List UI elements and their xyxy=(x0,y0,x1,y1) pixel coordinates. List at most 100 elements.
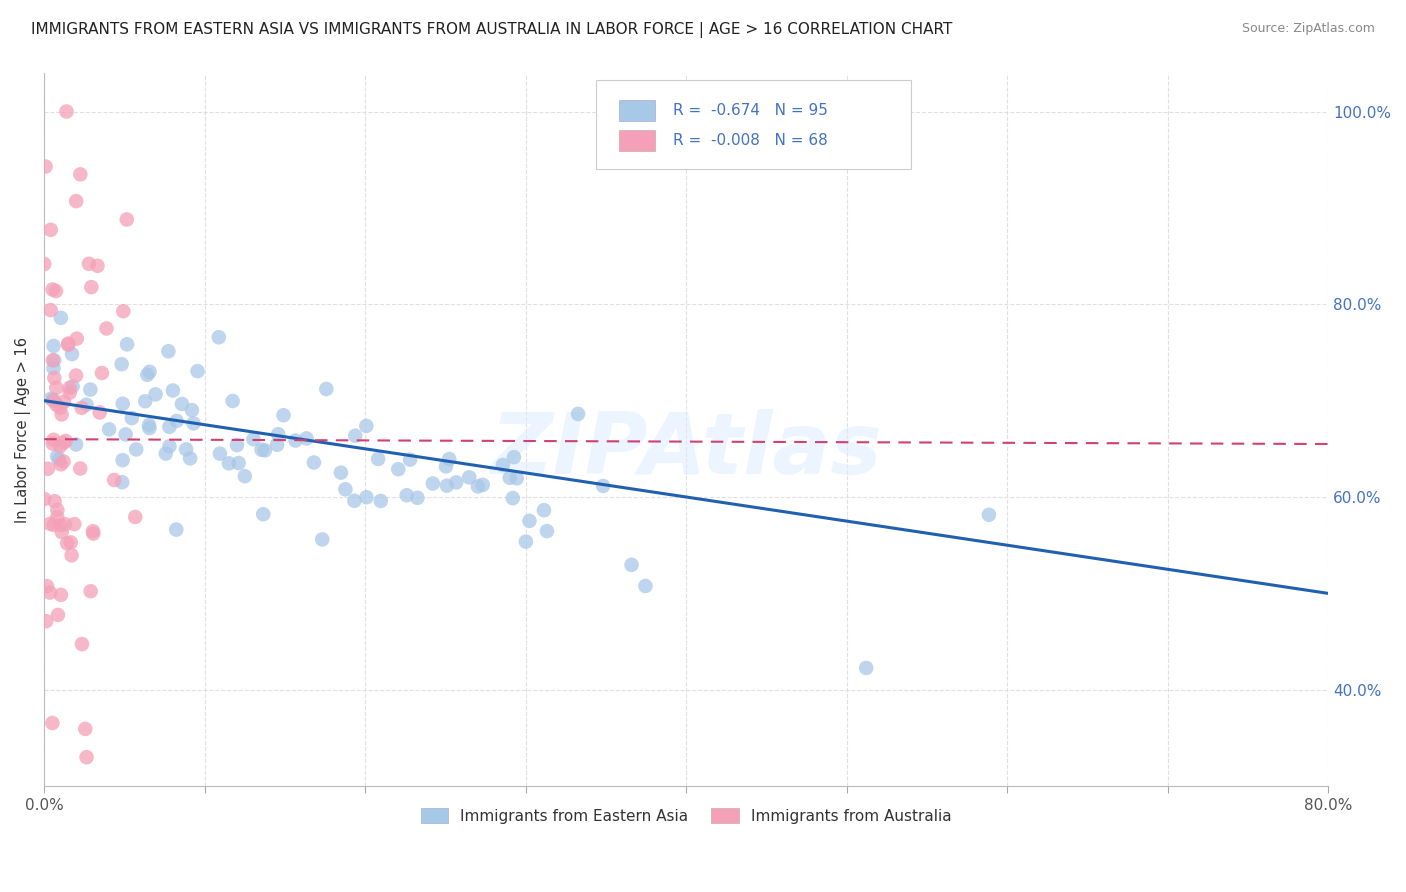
Point xyxy=(34,160,56,174)
Point xyxy=(62,379,84,393)
Point xyxy=(59,385,82,400)
Point xyxy=(218,456,240,470)
Point xyxy=(44,494,66,508)
Point xyxy=(434,459,457,474)
Point xyxy=(233,469,256,483)
Point xyxy=(48,453,70,467)
Point xyxy=(34,491,56,506)
Y-axis label: In Labor Force | Age > 16: In Labor Force | Age > 16 xyxy=(15,336,31,523)
Point xyxy=(266,438,288,452)
Point xyxy=(42,433,65,447)
Point xyxy=(65,368,87,383)
Point xyxy=(32,257,55,271)
Point xyxy=(49,458,72,472)
Text: IMMIGRANTS FROM EASTERN ASIA VS IMMIGRANTS FROM AUSTRALIA IN LABOR FORCE | AGE >: IMMIGRANTS FROM EASTERN ASIA VS IMMIGRAN… xyxy=(31,22,952,38)
Point xyxy=(96,321,118,335)
Point xyxy=(75,398,97,412)
Point xyxy=(45,381,67,395)
Point xyxy=(444,475,467,490)
Point xyxy=(242,432,264,446)
Point xyxy=(111,453,134,467)
Point xyxy=(157,420,180,434)
Text: ZIPAtlas: ZIPAtlas xyxy=(491,409,882,492)
Point xyxy=(370,494,392,508)
Point xyxy=(166,414,188,428)
Point xyxy=(58,381,80,395)
Point xyxy=(157,344,180,359)
FancyBboxPatch shape xyxy=(620,130,655,152)
Point xyxy=(65,437,87,451)
Legend: Immigrants from Eastern Asia, Immigrants from Australia: Immigrants from Eastern Asia, Immigrants… xyxy=(415,802,957,830)
Point xyxy=(180,403,202,417)
Point xyxy=(519,514,541,528)
Point xyxy=(634,579,657,593)
Point xyxy=(183,417,205,431)
Point xyxy=(46,503,69,517)
Point xyxy=(42,361,65,376)
Point xyxy=(69,461,91,475)
Point xyxy=(114,427,136,442)
Point xyxy=(35,579,58,593)
Point xyxy=(436,478,458,492)
Point xyxy=(42,339,65,353)
Point xyxy=(208,447,231,461)
Point xyxy=(38,585,60,599)
Point xyxy=(45,284,67,298)
Point xyxy=(41,436,63,450)
Point xyxy=(406,491,429,505)
Point xyxy=(367,452,389,467)
Point xyxy=(91,366,114,380)
Point xyxy=(335,483,357,497)
Point xyxy=(49,439,72,453)
Point xyxy=(41,716,63,731)
Point xyxy=(228,456,250,470)
Point xyxy=(124,510,146,524)
Point xyxy=(79,584,101,599)
Point xyxy=(42,353,65,368)
Point xyxy=(162,384,184,398)
Point xyxy=(506,471,529,485)
Point xyxy=(44,353,66,368)
Point xyxy=(179,451,201,466)
Point xyxy=(458,470,481,484)
Point xyxy=(49,588,72,602)
Point xyxy=(467,479,489,493)
Point xyxy=(82,524,104,539)
Point xyxy=(111,357,134,371)
Point xyxy=(138,418,160,433)
Point xyxy=(79,383,101,397)
Point xyxy=(399,452,422,467)
Point xyxy=(356,419,378,434)
Text: R =  -0.674   N = 95: R = -0.674 N = 95 xyxy=(673,103,828,119)
Point xyxy=(252,507,274,521)
Point xyxy=(145,387,167,401)
Point xyxy=(46,450,69,464)
Point xyxy=(208,330,231,344)
Point xyxy=(41,283,63,297)
Point xyxy=(471,478,494,492)
Point xyxy=(115,337,138,351)
Point xyxy=(295,432,318,446)
Point xyxy=(55,104,77,119)
Point xyxy=(387,462,409,476)
Point xyxy=(253,443,276,458)
Point xyxy=(115,212,138,227)
Point xyxy=(592,479,614,493)
Point xyxy=(111,475,134,490)
Point xyxy=(136,368,159,382)
Point xyxy=(302,456,325,470)
Point xyxy=(311,533,333,547)
Point xyxy=(55,434,77,448)
Point xyxy=(39,516,62,531)
Point xyxy=(44,371,66,385)
Point xyxy=(77,257,100,271)
Point xyxy=(49,518,72,533)
Point xyxy=(536,524,558,538)
Point xyxy=(343,493,366,508)
Point xyxy=(422,476,444,491)
Point xyxy=(49,310,72,325)
Point xyxy=(267,427,290,442)
Point xyxy=(138,365,160,379)
Point xyxy=(56,536,79,550)
Point xyxy=(82,526,104,541)
